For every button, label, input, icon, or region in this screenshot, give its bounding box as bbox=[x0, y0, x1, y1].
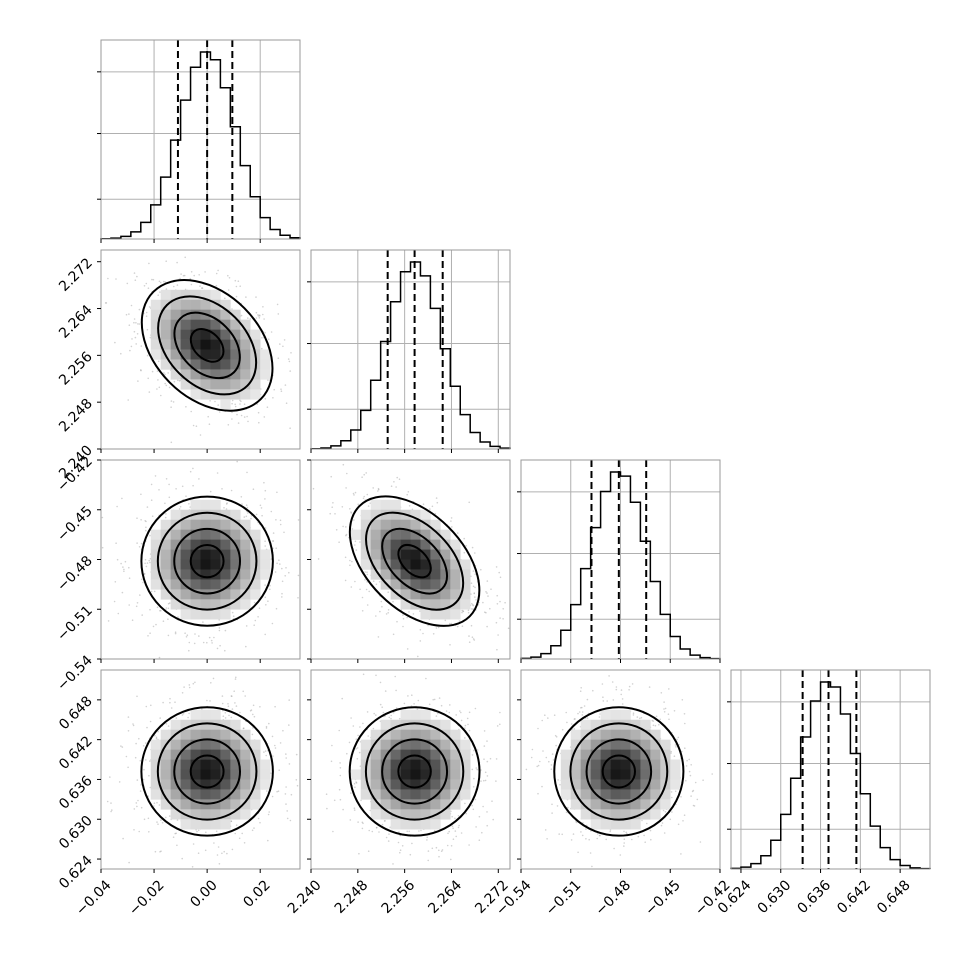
density-panel-2-1 bbox=[310, 459, 511, 660]
density-panel-3-0 bbox=[100, 669, 301, 870]
x-tick-label: 0.636 bbox=[794, 877, 834, 917]
axes-frame bbox=[100, 669, 301, 870]
contour-level-1 bbox=[173, 527, 242, 595]
y-tick-label: 2.248 bbox=[56, 396, 96, 436]
x-tick-label: −0.45 bbox=[642, 877, 684, 919]
x-tick-label: 2.264 bbox=[425, 877, 465, 917]
contour-level-2 bbox=[157, 295, 258, 396]
density-panel-2-0 bbox=[100, 459, 301, 660]
histogram-panel-0 bbox=[97, 39, 301, 240]
contour-level-3 bbox=[140, 279, 274, 412]
contour-level-1 bbox=[381, 527, 448, 595]
contour-level-0 bbox=[189, 544, 225, 579]
contour-level-2 bbox=[365, 511, 465, 611]
y-tick-label: 0.642 bbox=[56, 733, 96, 773]
y-tick-label: −0.54 bbox=[54, 652, 96, 694]
contour-level-3 bbox=[348, 495, 481, 627]
axes-frame bbox=[730, 669, 931, 870]
y-tick-label: −0.51 bbox=[54, 603, 96, 645]
density-panel-3-2 bbox=[520, 669, 721, 870]
x-tick-label: 2.240 bbox=[285, 877, 325, 917]
contour-level-1 bbox=[381, 738, 449, 805]
y-tick-label: −0.48 bbox=[54, 553, 96, 595]
y-tick-label: 2.256 bbox=[56, 349, 96, 389]
axes-frame bbox=[100, 39, 301, 240]
x-tick-label: −0.02 bbox=[126, 877, 168, 919]
contour-level-1 bbox=[173, 311, 241, 380]
contour-level-1 bbox=[585, 738, 653, 805]
x-tick-label: 0.648 bbox=[874, 877, 914, 917]
histogram-panel-2 bbox=[517, 459, 721, 660]
histogram-step-line bbox=[310, 261, 511, 450]
x-tick-label: −0.51 bbox=[543, 877, 585, 919]
contour-level-0 bbox=[189, 328, 225, 363]
axes-frame bbox=[310, 249, 511, 450]
density-panel-1-0 bbox=[100, 249, 301, 450]
contour-level-2 bbox=[156, 511, 258, 611]
x-tick-label: 0.00 bbox=[187, 877, 220, 910]
x-tick-label: −0.48 bbox=[592, 877, 634, 919]
contour-level-2 bbox=[156, 722, 258, 821]
y-tick-label: 2.272 bbox=[56, 255, 96, 295]
y-tick-label: 0.648 bbox=[56, 693, 96, 733]
x-tick-label: 2.248 bbox=[332, 877, 372, 917]
contour-level-3 bbox=[553, 706, 685, 837]
contour-level-3 bbox=[140, 706, 274, 837]
contour-level-3 bbox=[140, 495, 274, 627]
y-tick-label: −0.45 bbox=[54, 503, 96, 545]
x-tick-label: 2.256 bbox=[379, 877, 419, 917]
contour-level-1 bbox=[173, 738, 242, 805]
y-tick-label: 2.264 bbox=[56, 302, 96, 342]
axes-frame bbox=[100, 249, 301, 450]
contour-level-0 bbox=[601, 754, 636, 789]
contour-level-3 bbox=[348, 706, 481, 837]
histogram-step-line bbox=[520, 471, 721, 660]
contour-level-0 bbox=[397, 543, 432, 579]
axes-frame bbox=[310, 669, 511, 870]
histogram-step-line bbox=[100, 51, 301, 240]
density-panel-3-1 bbox=[310, 669, 511, 870]
contour-level-2 bbox=[364, 722, 465, 821]
x-tick-label: 0.02 bbox=[240, 877, 273, 910]
contour-level-2 bbox=[569, 722, 669, 821]
contour-level-0 bbox=[189, 754, 225, 789]
contour-level-0 bbox=[397, 754, 432, 789]
histogram-step-line bbox=[730, 681, 931, 870]
x-tick-label: 0.642 bbox=[834, 877, 874, 917]
x-tick-label: −0.04 bbox=[73, 877, 115, 919]
y-tick-label: 0.624 bbox=[56, 853, 96, 893]
y-tick-label: 0.630 bbox=[56, 813, 96, 853]
y-tick-label: 0.636 bbox=[56, 773, 96, 813]
x-tick-label: 0.630 bbox=[755, 877, 795, 917]
histogram-panel-1 bbox=[307, 249, 511, 450]
histogram-panel-3 bbox=[727, 669, 931, 870]
